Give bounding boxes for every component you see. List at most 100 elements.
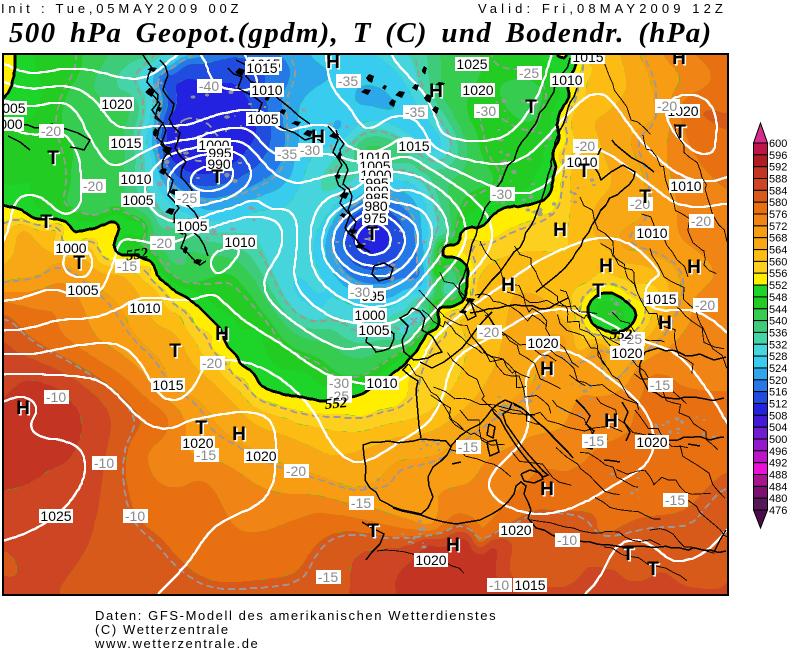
- svg-text:-15: -15: [665, 492, 685, 508]
- svg-text:T: T: [622, 544, 634, 565]
- svg-text:1015: 1015: [398, 138, 429, 154]
- svg-text:1000: 1000: [2, 116, 23, 132]
- svg-text:T: T: [73, 253, 85, 274]
- svg-text:-35: -35: [277, 146, 297, 162]
- svg-text:1015: 1015: [152, 377, 183, 393]
- svg-text:1020: 1020: [500, 522, 531, 538]
- svg-text:H: H: [326, 53, 340, 73]
- svg-text:1005: 1005: [2, 100, 26, 116]
- svg-text:1010: 1010: [224, 234, 255, 250]
- svg-text:524: 524: [769, 363, 787, 375]
- svg-text:1025: 1025: [40, 508, 71, 524]
- svg-text:1020: 1020: [527, 335, 558, 351]
- svg-text:T: T: [213, 169, 225, 190]
- svg-text:552: 552: [769, 280, 787, 292]
- svg-text:1005: 1005: [176, 218, 207, 234]
- svg-text:T: T: [47, 148, 59, 169]
- svg-text:1010: 1010: [120, 171, 151, 187]
- svg-text:592: 592: [769, 162, 787, 174]
- svg-text:476: 476: [769, 505, 787, 517]
- svg-text:T: T: [197, 420, 209, 441]
- svg-text:980: 980: [364, 198, 388, 214]
- svg-text:H: H: [328, 54, 342, 75]
- svg-text:1020: 1020: [462, 82, 493, 98]
- svg-text:H: H: [540, 359, 554, 380]
- svg-text:H: H: [313, 129, 327, 150]
- svg-text:-30: -30: [476, 103, 496, 119]
- svg-text:1005: 1005: [358, 322, 389, 338]
- svg-text:1005: 1005: [67, 282, 98, 298]
- svg-text:T: T: [367, 521, 379, 542]
- svg-text:T: T: [624, 546, 636, 567]
- svg-text:T: T: [40, 212, 52, 233]
- svg-text:1005: 1005: [247, 111, 278, 127]
- svg-text:-20: -20: [630, 196, 650, 212]
- svg-text:-30: -30: [350, 284, 370, 300]
- svg-text:520: 520: [769, 375, 787, 387]
- svg-text:-25: -25: [622, 331, 642, 347]
- svg-text:T: T: [639, 187, 651, 208]
- svg-text:-25: -25: [177, 190, 197, 206]
- svg-text:-35: -35: [405, 104, 425, 120]
- svg-text:-20: -20: [575, 138, 595, 154]
- svg-text:H: H: [599, 256, 613, 277]
- svg-text:T: T: [195, 418, 207, 439]
- svg-text:975: 975: [363, 210, 387, 226]
- svg-text:-40: -40: [199, 78, 219, 94]
- svg-text:H: H: [217, 326, 231, 347]
- svg-text:H: H: [542, 361, 556, 382]
- svg-text:H: H: [429, 81, 443, 102]
- svg-text:T: T: [641, 189, 653, 210]
- svg-text:H: H: [601, 258, 615, 279]
- svg-text:H: H: [448, 537, 462, 558]
- svg-text:H: H: [431, 83, 445, 104]
- svg-text:-15: -15: [318, 569, 338, 585]
- svg-text:T: T: [368, 226, 380, 247]
- svg-text:548: 548: [769, 292, 787, 304]
- svg-text:T: T: [580, 163, 592, 184]
- svg-text:H: H: [687, 257, 701, 278]
- svg-text:564: 564: [769, 245, 787, 257]
- svg-text:H: H: [555, 222, 569, 243]
- svg-text:T: T: [649, 561, 661, 582]
- svg-text:540: 540: [769, 316, 787, 328]
- svg-text:T: T: [592, 281, 604, 302]
- svg-text:-20: -20: [695, 297, 715, 313]
- svg-text:-20: -20: [479, 324, 499, 340]
- svg-text:-20: -20: [202, 355, 222, 371]
- svg-text:-20: -20: [691, 213, 711, 229]
- svg-text:504: 504: [769, 422, 787, 434]
- svg-text:1010: 1010: [366, 375, 397, 391]
- svg-text:T: T: [647, 559, 659, 580]
- svg-text:1000: 1000: [354, 307, 385, 323]
- svg-text:T: T: [211, 167, 223, 188]
- svg-text:1010: 1010: [670, 178, 701, 194]
- svg-text:H: H: [215, 324, 229, 345]
- svg-text:-10: -10: [46, 389, 66, 405]
- svg-text:552: 552: [324, 395, 348, 413]
- svg-text:-15: -15: [196, 447, 216, 463]
- svg-text:572: 572: [769, 221, 787, 233]
- svg-text:496: 496: [769, 446, 787, 458]
- svg-text:1010: 1010: [566, 154, 597, 170]
- svg-text:-10: -10: [94, 455, 114, 471]
- svg-text:H: H: [311, 127, 325, 148]
- svg-text:516: 516: [769, 387, 787, 399]
- svg-text:536: 536: [769, 327, 787, 339]
- svg-text:1010: 1010: [636, 225, 667, 241]
- svg-text:-35: -35: [338, 73, 358, 89]
- svg-text:1010: 1010: [251, 82, 282, 98]
- svg-text:T: T: [676, 124, 688, 145]
- svg-text:-20: -20: [41, 123, 61, 139]
- svg-text:1010: 1010: [129, 300, 160, 316]
- svg-text:T: T: [366, 224, 378, 245]
- svg-text:H: H: [503, 277, 517, 298]
- svg-text:588: 588: [769, 174, 787, 186]
- svg-text:1025: 1025: [456, 56, 487, 72]
- svg-text:488: 488: [769, 470, 787, 482]
- svg-text:1015: 1015: [514, 577, 545, 593]
- svg-text:T: T: [674, 122, 686, 143]
- svg-text:500: 500: [769, 434, 787, 446]
- svg-text:1010: 1010: [551, 72, 582, 88]
- svg-text:-20: -20: [152, 235, 172, 251]
